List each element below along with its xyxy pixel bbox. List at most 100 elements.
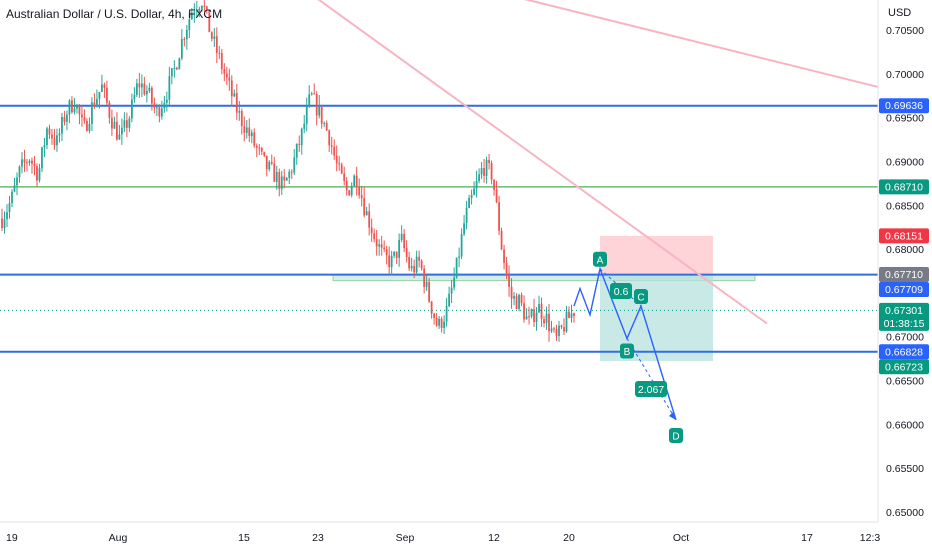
price-label-box	[879, 344, 929, 360]
candle	[370, 218, 373, 242]
stop-loss-zone[interactable]	[600, 235, 713, 275]
candle	[88, 117, 91, 134]
candle-body	[153, 103, 156, 109]
candle	[235, 83, 238, 121]
candle	[180, 29, 183, 61]
candle	[18, 165, 21, 183]
candle-body	[278, 172, 281, 189]
trendline-shallow[interactable]	[455, 0, 879, 88]
candle	[555, 324, 558, 341]
candle-body	[433, 313, 436, 318]
price-label-text: 0.67301	[885, 305, 923, 317]
candle-body	[418, 256, 421, 261]
point-label-box	[620, 343, 634, 359]
price-label-0.68151[interactable]: 0.68151	[879, 228, 929, 244]
candle-body	[106, 87, 108, 103]
candle-body	[53, 138, 56, 146]
candle	[463, 215, 465, 237]
candle	[238, 100, 241, 121]
price-label-0.67710[interactable]: 0.67710	[879, 267, 929, 283]
candle-body	[555, 329, 558, 337]
candle	[185, 25, 188, 50]
candle-body	[130, 99, 133, 119]
ratio-label[interactable]: 0.6	[610, 283, 632, 299]
price-label-0.67709[interactable]: 0.67709	[879, 282, 929, 298]
price-label-text: 0.68710	[885, 181, 923, 193]
candle	[318, 94, 321, 119]
candle-body	[535, 312, 538, 322]
candle-body	[38, 168, 41, 181]
point-label-text: D	[672, 431, 679, 442]
candle	[540, 297, 543, 327]
candle-body	[133, 94, 136, 100]
candle	[393, 251, 396, 259]
candle-body	[66, 114, 68, 122]
candle-body	[213, 36, 216, 39]
candle-body	[31, 160, 33, 164]
candle-body	[11, 191, 13, 204]
price-label-0.66723[interactable]: 0.66723	[879, 359, 929, 375]
candle	[473, 181, 475, 196]
candle	[445, 297, 448, 327]
price-label-text: 0.67709	[885, 284, 923, 296]
candle-body	[21, 159, 23, 167]
point-label-b[interactable]: B	[620, 343, 634, 359]
candle	[125, 112, 128, 138]
candle-body	[48, 128, 51, 135]
candle-body	[208, 9, 211, 33]
candle-body	[3, 219, 6, 229]
candle-body	[28, 160, 31, 163]
candle-body	[428, 281, 431, 302]
price-label-box	[879, 228, 929, 244]
candle-body	[463, 223, 465, 235]
time-axis[interactable]	[0, 522, 932, 550]
candle-body	[340, 164, 343, 174]
candle-body	[498, 202, 500, 231]
point-label-c[interactable]: C	[634, 289, 648, 305]
candle	[245, 120, 248, 139]
candle-body	[490, 163, 493, 180]
candle-body	[198, 8, 201, 11]
candle-body	[245, 127, 248, 133]
candle-body	[93, 102, 96, 107]
candle-body	[528, 316, 530, 318]
candle	[210, 31, 213, 42]
candle-body	[548, 313, 550, 332]
candle	[410, 257, 413, 272]
candle	[295, 143, 298, 165]
candle	[488, 153, 490, 170]
candle	[148, 82, 151, 93]
candle	[420, 259, 423, 271]
trendline-steep[interactable]	[294, 0, 768, 325]
candle	[430, 301, 433, 319]
candle	[260, 146, 263, 155]
candle-body	[115, 121, 118, 140]
price-tick-label: 0.68500	[886, 200, 924, 212]
candle-body	[76, 105, 78, 109]
candle	[38, 163, 41, 183]
time-tick-label: 23	[312, 532, 324, 544]
candle	[98, 91, 101, 109]
point-label-a[interactable]: A	[593, 251, 607, 267]
ratio-label[interactable]: 2.067	[635, 381, 667, 397]
candle	[228, 68, 231, 91]
price-tick-label: 0.66000	[886, 419, 924, 431]
candle	[428, 277, 431, 303]
point-label-d[interactable]: D	[669, 427, 683, 443]
candle	[255, 143, 258, 158]
candle-body	[98, 91, 101, 99]
candle	[525, 308, 528, 320]
candle-body	[305, 105, 308, 124]
price-label-0.66828[interactable]: 0.66828	[879, 344, 929, 360]
candle-body	[228, 77, 231, 81]
candle-body	[328, 130, 331, 146]
price-label-0.68710[interactable]: 0.68710	[879, 179, 929, 195]
candle-body	[500, 230, 503, 250]
candle	[111, 109, 113, 136]
price-label-0.69636[interactable]: 0.69636	[879, 98, 929, 114]
candle-body	[460, 234, 463, 257]
time-tick-label: 12	[488, 532, 500, 544]
candle-body	[353, 175, 356, 186]
